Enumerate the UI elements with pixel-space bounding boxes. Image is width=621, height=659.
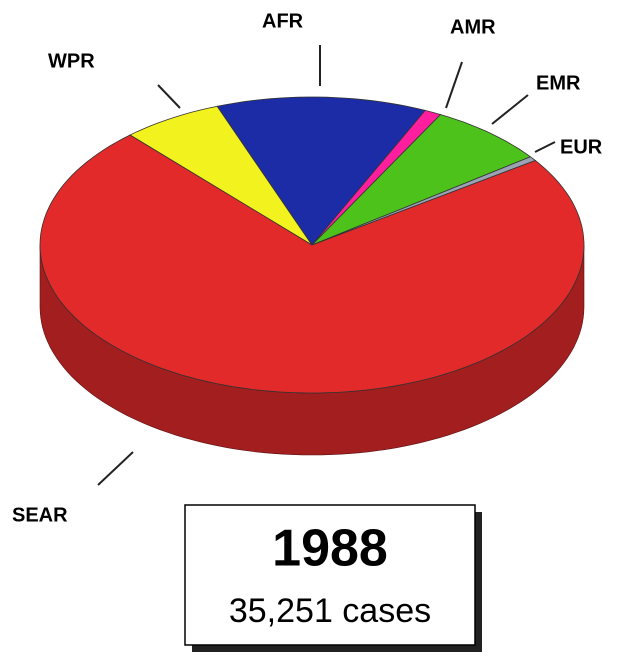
slice-label: EUR [560, 136, 603, 158]
slice-label: AFR [262, 10, 304, 32]
slice-label: WPR [48, 50, 95, 72]
leader-line [157, 84, 181, 109]
pie [39, 96, 585, 456]
leader-line [445, 61, 463, 109]
slice-label: EMR [536, 72, 581, 94]
slice-label: SEAR [12, 504, 68, 526]
leader-line [491, 94, 529, 125]
leader-line [534, 141, 556, 153]
slice [39, 134, 585, 394]
slice [129, 105, 313, 246]
slice-label: AMR [450, 16, 496, 38]
chart-title: 1988 [272, 520, 388, 578]
chart-subtitle: 35,251 cases [229, 592, 431, 630]
leader-line [97, 451, 134, 486]
slice [216, 96, 426, 246]
slice [311, 114, 532, 246]
caption-box [184, 504, 476, 646]
